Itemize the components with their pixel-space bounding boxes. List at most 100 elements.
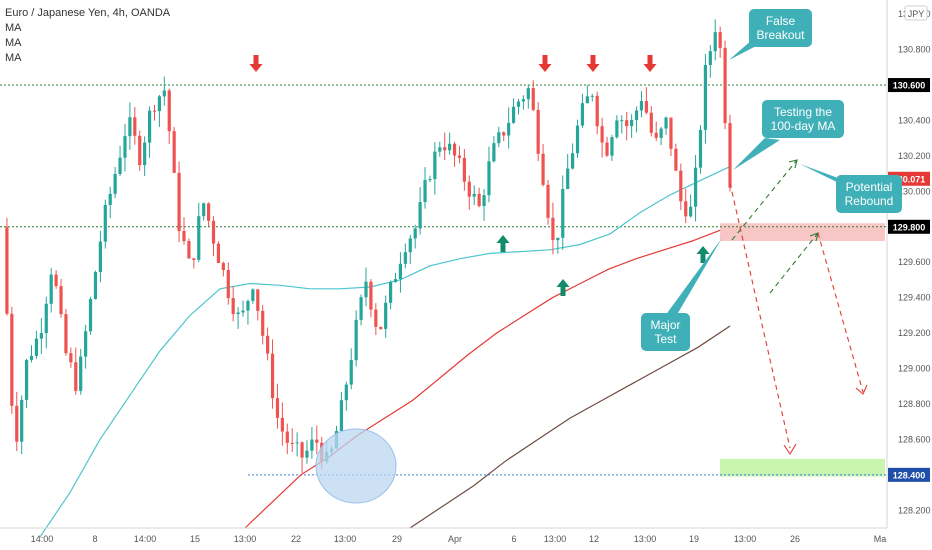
x-tick-label: 6 bbox=[511, 534, 516, 544]
red-down-arrow-icon bbox=[643, 55, 657, 72]
candle-body bbox=[285, 431, 289, 443]
candle-body bbox=[221, 263, 225, 271]
y-tick-label: 129.400 bbox=[898, 293, 931, 303]
candle-body bbox=[98, 241, 102, 273]
candle-body bbox=[526, 88, 530, 100]
candles-layer bbox=[5, 19, 732, 474]
candle-body bbox=[561, 188, 565, 238]
candle-body bbox=[251, 289, 255, 301]
x-tick-label: Apr bbox=[448, 534, 462, 544]
candle-body bbox=[103, 204, 107, 242]
candle-body bbox=[167, 90, 171, 132]
red-down-arrow-icon bbox=[538, 55, 552, 72]
x-tick-label: 13:00 bbox=[334, 534, 357, 544]
price-tag-label: 129.800 bbox=[893, 222, 926, 232]
red-down-arrow-icon bbox=[586, 55, 600, 72]
candle-body bbox=[511, 106, 516, 123]
callout-major-test-pointer bbox=[665, 238, 722, 318]
candle-body bbox=[49, 274, 53, 304]
candle-body bbox=[369, 281, 373, 310]
candle-body bbox=[108, 193, 112, 205]
x-tick-label: 12 bbox=[589, 534, 599, 544]
candle-body bbox=[393, 279, 398, 283]
candle-body bbox=[29, 355, 34, 360]
candle-body bbox=[684, 201, 688, 217]
candle-body bbox=[467, 181, 471, 197]
x-tick-label: 14:00 bbox=[31, 534, 54, 544]
candle-body bbox=[703, 65, 708, 130]
candle-body bbox=[79, 356, 83, 391]
candle-body bbox=[674, 148, 678, 171]
y-tick-label: 129.600 bbox=[898, 257, 931, 267]
candle-body bbox=[644, 101, 648, 113]
x-tick-label: 19 bbox=[689, 534, 699, 544]
candle-body bbox=[275, 398, 280, 418]
candle-body bbox=[438, 147, 442, 152]
candle-body bbox=[10, 313, 14, 406]
ma-line-slow bbox=[409, 325, 731, 529]
candle-body bbox=[280, 417, 284, 432]
x-tick-label: 13:00 bbox=[734, 534, 757, 544]
candle-body bbox=[5, 226, 9, 314]
candle-body bbox=[344, 384, 348, 401]
candle-body bbox=[625, 120, 629, 127]
candle-body bbox=[211, 220, 216, 244]
price-tag-label: 130.071 bbox=[893, 174, 926, 184]
double-bottom-ellipse bbox=[315, 428, 397, 504]
candle-body bbox=[634, 110, 639, 120]
candle-body bbox=[54, 274, 58, 287]
candle-body bbox=[472, 193, 476, 197]
callout-potential-rebound-line1: Potential bbox=[845, 180, 893, 194]
callout-potential-rebound-pointer bbox=[800, 164, 845, 186]
y-tick-label: 128.600 bbox=[898, 434, 931, 444]
candle-body bbox=[374, 309, 378, 327]
candle-body bbox=[74, 362, 78, 391]
candle-body bbox=[610, 137, 614, 156]
candle-body bbox=[487, 161, 491, 196]
price-tag-bg bbox=[888, 219, 930, 234]
callout-major-test-line2: Test bbox=[654, 332, 677, 346]
projection-second-drop-arrowhead bbox=[855, 384, 868, 395]
projection-second-rebound-line bbox=[769, 232, 819, 294]
callout-false-breakout: False Breakout bbox=[749, 9, 812, 47]
candle-body bbox=[69, 353, 73, 363]
candle-body bbox=[507, 122, 511, 136]
x-tick-label: Ma bbox=[874, 534, 887, 544]
x-tick-label: 22 bbox=[291, 534, 301, 544]
candle-body bbox=[521, 99, 526, 102]
callout-major-test: Major Test bbox=[641, 313, 690, 351]
candle-body bbox=[241, 310, 245, 313]
candle-body bbox=[143, 142, 147, 166]
resistance-zone bbox=[720, 223, 885, 241]
candle-body bbox=[147, 110, 152, 143]
candle-body bbox=[418, 202, 422, 229]
legend-ma-1: MA bbox=[5, 22, 22, 34]
candle-body bbox=[423, 179, 427, 203]
candle-body bbox=[541, 153, 545, 185]
candle-body bbox=[339, 400, 344, 431]
x-tick-label: 29 bbox=[392, 534, 402, 544]
candle-body bbox=[388, 282, 393, 303]
callout-false-breakout-line1: False bbox=[765, 14, 796, 28]
currency-badge-label: JPY bbox=[908, 9, 925, 19]
candle-body bbox=[20, 399, 24, 442]
x-axis: 14:00 8 14:00 15 13:00 22 13:00 29 Apr 6 13:00 12 13… bbox=[31, 534, 887, 544]
y-tick-label: 130.400 bbox=[898, 115, 931, 125]
target-zone bbox=[720, 458, 885, 477]
currency-badge: JPY bbox=[904, 5, 928, 21]
candle-body bbox=[295, 442, 299, 444]
candle-body bbox=[315, 439, 319, 443]
candle-body bbox=[403, 252, 407, 264]
candle-body bbox=[270, 353, 275, 399]
callout-testing-ma-pointer bbox=[733, 138, 780, 170]
candle-body bbox=[497, 132, 501, 144]
candle-body bbox=[138, 135, 142, 166]
candle-body bbox=[502, 132, 506, 136]
candle-body bbox=[305, 450, 309, 458]
candle-body bbox=[384, 302, 388, 329]
candle-body bbox=[605, 142, 609, 156]
candle-body bbox=[679, 170, 683, 202]
candle-body bbox=[546, 184, 550, 218]
